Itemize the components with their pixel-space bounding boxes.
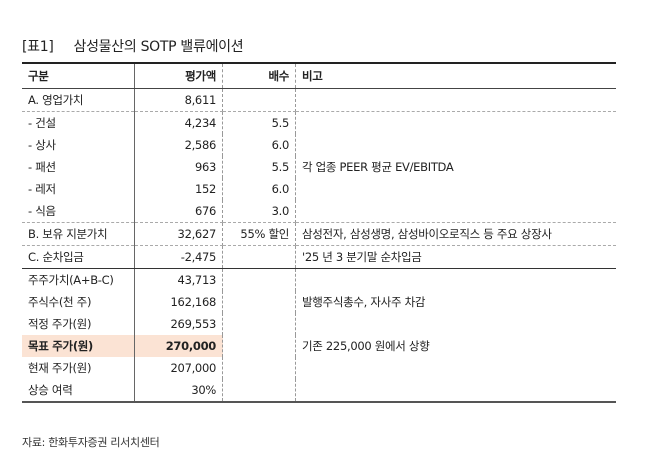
- row-note: [296, 313, 617, 335]
- row-multiple: 6.0: [222, 178, 296, 200]
- row-value: 4,234: [134, 111, 223, 134]
- table-row: A. 영업가치 8,611: [22, 88, 616, 112]
- row-multiple: 3.0: [222, 200, 296, 223]
- table-row: - 패션 963 5.5 각 업종 PEER 평균 EV/EBITDA: [22, 156, 616, 178]
- row-multiple: [222, 268, 296, 291]
- row-label: - 패션: [22, 156, 135, 178]
- row-note: '25 년 3 분기말 순차입금: [295, 245, 616, 269]
- row-multiple: 6.0: [222, 134, 296, 156]
- table-row: - 상사 2,586 6.0: [22, 134, 616, 156]
- row-multiple: [222, 291, 296, 313]
- row-note: [296, 134, 617, 156]
- row-note: [295, 200, 616, 223]
- table-title: [표1] 삼성물산의 SOTP 밸류에이션: [22, 36, 244, 56]
- header-note: 비고: [295, 63, 616, 89]
- row-label: B. 보유 지분가치: [22, 222, 135, 246]
- table-row: 상승 여력 30%: [22, 379, 616, 403]
- row-value: 162,168: [134, 291, 223, 313]
- row-value: -2,475: [134, 245, 223, 269]
- table-row: B. 보유 지분가치 32,627 55% 할인 삼성전자, 삼성생명, 삼성바…: [22, 222, 616, 246]
- row-value: 269,553: [134, 313, 223, 335]
- row-value: 963: [134, 156, 223, 178]
- row-value: 270,000: [134, 335, 223, 357]
- row-note: [296, 357, 617, 379]
- row-multiple: [222, 245, 296, 269]
- row-note: 삼성전자, 삼성생명, 삼성바이오로직스 등 주요 상장사: [295, 222, 616, 246]
- row-label: - 식음: [22, 200, 135, 223]
- row-label: - 레저: [22, 178, 135, 200]
- row-note: [296, 112, 617, 135]
- table-title-text: 삼성물산의 SOTP 밸류에이션: [73, 39, 244, 55]
- table-row: 주주가치(A+B-C) 43,713: [22, 268, 617, 292]
- row-multiple: [222, 357, 296, 379]
- row-value: 207,000: [134, 357, 223, 379]
- table-row: 현재 주가(원) 207,000: [22, 357, 616, 379]
- row-label: A. 영업가치: [22, 88, 135, 112]
- row-value: 152: [134, 178, 223, 200]
- row-note: 발행주식총수, 자사주 차감: [302, 295, 426, 309]
- row-label: - 상사: [22, 134, 135, 156]
- target-price-row: 목표 주가(원) 270,000 기존 225,000 원에서 상향: [22, 335, 616, 357]
- row-value: 32,627: [134, 222, 223, 246]
- row-multiple: [222, 313, 296, 335]
- table-row: - 식음 676 3.0: [22, 200, 616, 223]
- table-row: 주식수(천 주) 162,168 발행주식총수, 자사주 차감: [22, 291, 616, 313]
- table-tag: [표1]: [22, 39, 54, 55]
- row-value: 2,586: [134, 134, 223, 156]
- source-note: 자료: 한화투자증권 리서치센터: [22, 436, 160, 449]
- row-label: 주주가치(A+B-C): [22, 268, 135, 291]
- header-multiple: 배수: [222, 63, 296, 89]
- row-label: - 건설: [22, 111, 135, 134]
- row-label: 주식수(천 주): [22, 291, 135, 313]
- row-value: 30%: [134, 379, 223, 403]
- row-multiple: [222, 335, 296, 357]
- header-category: 구분: [22, 63, 135, 89]
- row-multiple: 5.5: [222, 111, 296, 134]
- table-row: - 건설 4,234 5.5: [22, 111, 617, 135]
- row-label: 현재 주가(원): [22, 357, 135, 379]
- row-multiple: [222, 88, 296, 112]
- row-value: 676: [134, 200, 223, 223]
- row-multiple: 5.5: [222, 156, 296, 178]
- row-note: [296, 269, 617, 292]
- table-row: 적정 주가(원) 269,553: [22, 313, 616, 335]
- row-label: 목표 주가(원): [22, 335, 135, 357]
- row-value: 8,611: [134, 88, 223, 112]
- row-note: [295, 88, 616, 112]
- table-row: C. 순차입금 -2,475 '25 년 3 분기말 순차입금: [22, 245, 616, 269]
- row-note: [296, 178, 617, 200]
- row-note: 각 업종 PEER 평균 EV/EBITDA: [302, 160, 454, 174]
- row-label: 적정 주가(원): [22, 313, 135, 335]
- header-value: 평가액: [134, 63, 223, 89]
- header-row: 구분 평가액 배수 비고: [22, 63, 616, 89]
- row-label: 상승 여력: [22, 379, 135, 403]
- row-label: C. 순차입금: [22, 245, 135, 269]
- row-multiple: 55% 할인: [222, 222, 296, 246]
- row-value: 43,713: [134, 268, 223, 291]
- row-note: 기존 225,000 원에서 상향: [302, 339, 430, 353]
- table-row: - 레저 152 6.0: [22, 178, 616, 200]
- row-multiple: [222, 379, 296, 403]
- sotp-table: 구분 평가액 배수 비고 A. 영업가치 8,611 - 건설 4,234 5.…: [22, 62, 616, 403]
- row-note: [295, 379, 616, 403]
